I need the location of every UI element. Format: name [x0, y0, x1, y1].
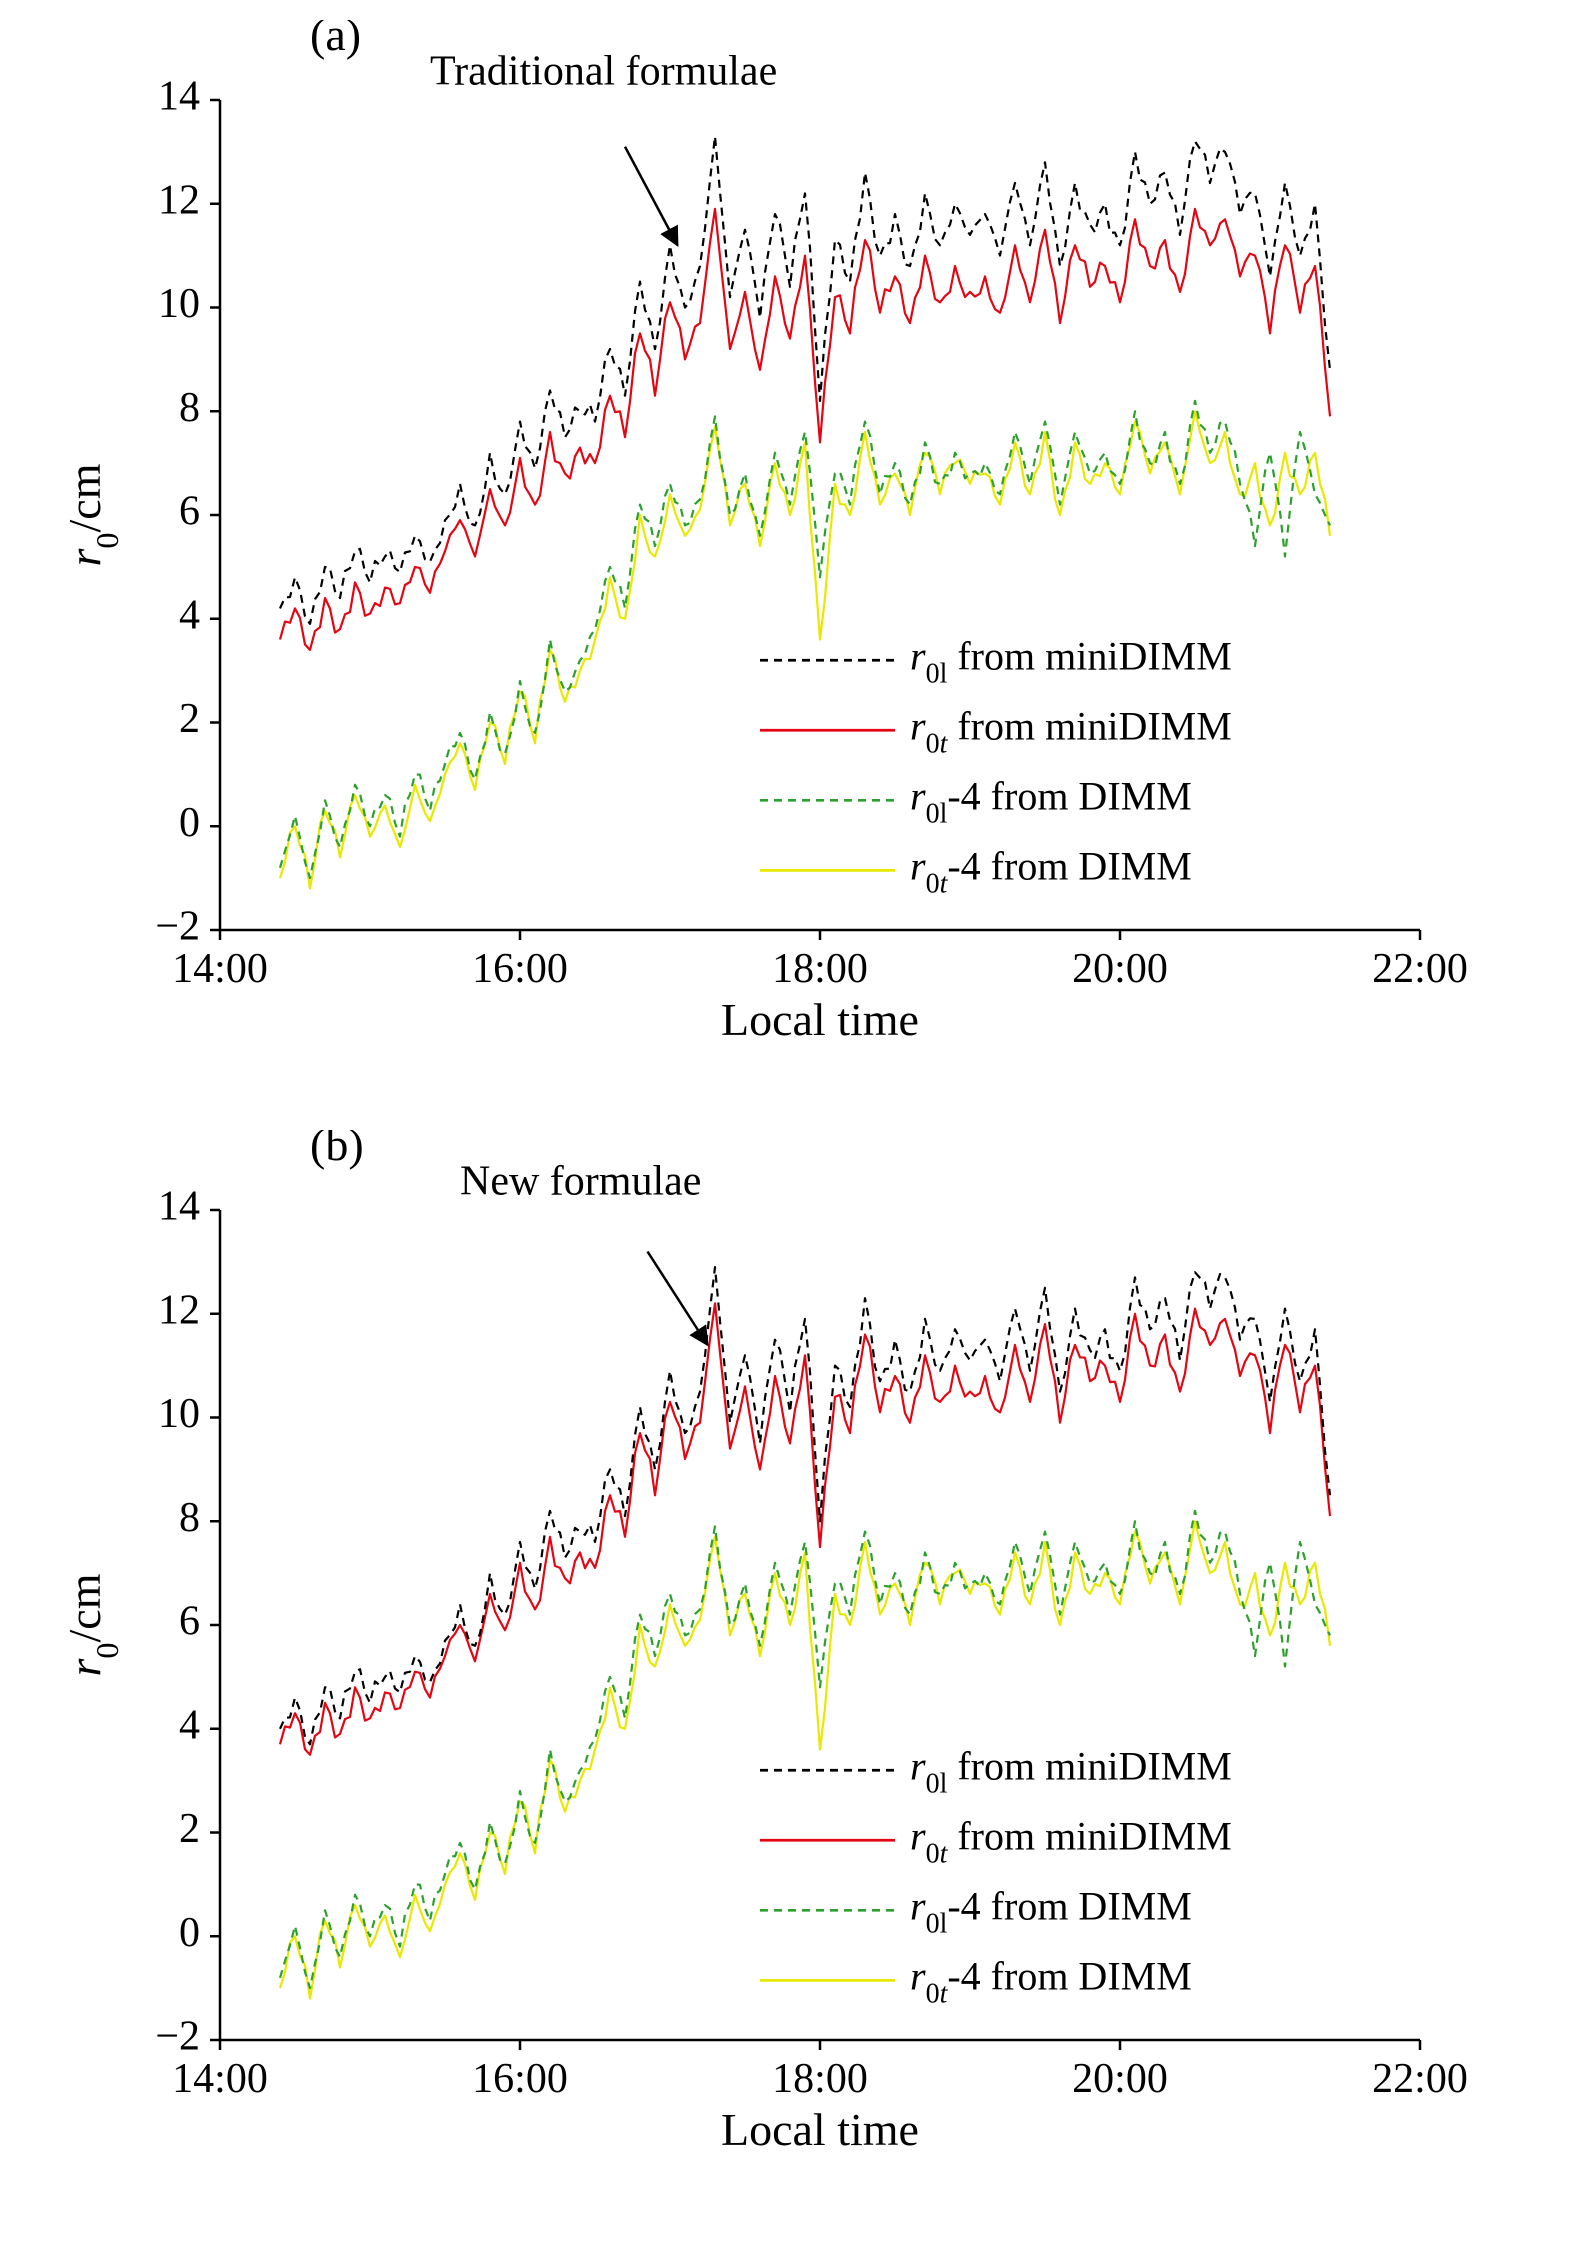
ytick-label: 6 [179, 489, 200, 535]
xtick-label: 18:00 [772, 2056, 868, 2102]
legend-label: r0l-4 from DIMM [910, 1883, 1192, 1939]
ytick-label: 12 [158, 177, 200, 223]
panel-label: (b) [310, 1130, 364, 1170]
xtick-label: 18:00 [772, 946, 868, 992]
legend-label: r0l-4 from DIMM [910, 773, 1192, 829]
annotation-arrow [625, 147, 678, 246]
y-axis-label: r0/cm [59, 463, 125, 566]
xtick-label: 16:00 [472, 946, 568, 992]
legend-label: r0t from miniDIMM [910, 703, 1232, 759]
ytick-label: −2 [155, 904, 200, 950]
legend-label: r0t from miniDIMM [910, 1813, 1232, 1869]
x-axis-label: Local time [721, 2104, 919, 2155]
annotation-arrow [648, 1252, 708, 1345]
xtick-label: 22:00 [1372, 2056, 1468, 2102]
panel-a-wrapper: −2 0 2 4 6 8 10 12 14 14:00 16:00 18:00 20:00 22:00 Lo… [20, 20, 1555, 1070]
xtick-label: 22:00 [1372, 946, 1468, 992]
legend-label: r0l from miniDIMM [910, 1743, 1232, 1799]
ytick-label: 14 [158, 74, 200, 120]
xtick-label: 20:00 [1072, 946, 1168, 992]
series-r0t_mini [280, 209, 1330, 650]
xtick-label: 14:00 [172, 946, 268, 992]
legend-label: r0l from miniDIMM [910, 633, 1232, 689]
annotation-text: Traditional formulae [430, 48, 777, 94]
chart-panel-b: −2 0 2 4 6 8 10 12 14 14:00 16:00 18:00 20:00 22:00 Lo… [20, 1130, 1555, 2180]
ytick-label: 12 [158, 1287, 200, 1333]
ytick-label: 8 [179, 385, 200, 431]
y-axis-label: r0/cm [59, 1573, 125, 1676]
ytick-label: −2 [155, 2014, 200, 2060]
chart-panel-a: −2 0 2 4 6 8 10 12 14 14:00 16:00 18:00 20:00 22:00 Lo… [20, 20, 1555, 1070]
ytick-label: 0 [179, 1910, 200, 1956]
xtick-label: 20:00 [1072, 2056, 1168, 2102]
x-axis-label: Local time [721, 994, 919, 1045]
ytick-label: 0 [179, 800, 200, 846]
ytick-label: 4 [179, 1702, 200, 1748]
panel-label: (a) [310, 20, 361, 60]
series-r0t_mini [280, 1303, 1330, 1754]
legend-label: r0t-4 from DIMM [910, 1954, 1192, 2010]
figure-container: −2 0 2 4 6 8 10 12 14 14:00 16:00 18:00 20:00 22:00 Lo… [20, 20, 1555, 2180]
legend-label: r0t-4 from DIMM [910, 844, 1192, 900]
ytick-label: 2 [179, 696, 200, 742]
ytick-label: 10 [158, 1391, 200, 1437]
panel-b-wrapper: −2 0 2 4 6 8 10 12 14 14:00 16:00 18:00 20:00 22:00 Lo… [20, 1130, 1555, 2180]
annotation-text: New formulae [460, 1158, 701, 1204]
ytick-label: 2 [179, 1806, 200, 1852]
ytick-label: 6 [179, 1599, 200, 1645]
series-r0l_mini [280, 136, 1330, 624]
ytick-label: 14 [158, 1184, 200, 1230]
xtick-label: 14:00 [172, 2056, 268, 2102]
ytick-label: 10 [158, 281, 200, 327]
ytick-label: 8 [179, 1495, 200, 1541]
ytick-label: 4 [179, 592, 200, 638]
xtick-label: 16:00 [472, 2056, 568, 2102]
